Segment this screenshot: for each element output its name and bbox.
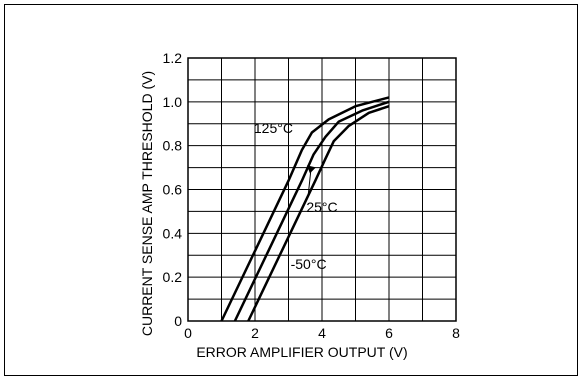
label-leader-arrowhead bbox=[306, 165, 316, 174]
y-tick-label: 0.2 bbox=[163, 269, 183, 285]
y-tick-label: 0.8 bbox=[163, 138, 183, 154]
x-axis-label: ERROR AMPLIFIER OUTPUT (V) bbox=[196, 344, 407, 360]
y-tick-label: 0.4 bbox=[163, 225, 183, 241]
curves bbox=[220, 96, 390, 322]
x-tick-label: 8 bbox=[452, 325, 460, 341]
curve-25C bbox=[233, 100, 390, 322]
y-tick-label: 0.6 bbox=[163, 182, 183, 198]
curve--50C bbox=[247, 105, 390, 322]
curve-label: 25°C bbox=[306, 199, 337, 215]
tick-labels: 0 2 4 6 8 0 0.2 0.4 0.6 0.8 1.0 1.2 bbox=[163, 50, 461, 341]
x-tick-label: 2 bbox=[251, 325, 259, 341]
y-axis-label: CURRENT SENSE AMP THRESHOLD (V) bbox=[139, 71, 155, 336]
y-tick-label: 1.2 bbox=[163, 50, 183, 66]
label-leader-line bbox=[307, 169, 312, 198]
x-tick-label: 0 bbox=[184, 325, 192, 341]
figure-frame bbox=[4, 4, 578, 376]
curve-125C bbox=[220, 96, 390, 322]
curve-label: -50°C bbox=[291, 256, 327, 272]
x-tick-label: 4 bbox=[318, 325, 326, 341]
curve-label: 125°C bbox=[254, 120, 293, 136]
y-tick-label: 1.0 bbox=[163, 94, 183, 110]
curve-labels: 125°C 25°C -50°C bbox=[254, 120, 338, 272]
plot-border bbox=[187, 57, 457, 322]
chart-grid bbox=[188, 58, 456, 321]
y-tick-label: 0 bbox=[174, 313, 182, 329]
x-tick-label: 6 bbox=[385, 325, 393, 341]
